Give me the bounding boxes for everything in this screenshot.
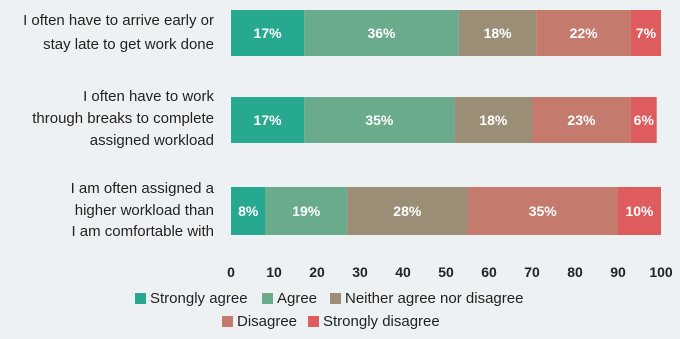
category-label: higher workload than: [75, 202, 214, 219]
data-label: 22%: [570, 25, 599, 41]
category-labels: I often have to arrive early or stay late…: [23, 12, 215, 240]
legend-label: Strongly disagree: [323, 313, 440, 330]
x-tick-label: 50: [438, 264, 454, 280]
bar-segment: [536, 10, 631, 56]
category-label: I am often assigned a: [71, 180, 215, 197]
bar-segment: [265, 187, 348, 235]
x-tick-label: 60: [481, 264, 497, 280]
x-tick-label: 70: [524, 264, 540, 280]
data-label: 17%: [254, 25, 283, 41]
legend-swatch: [262, 293, 273, 304]
x-tick-label: 80: [567, 264, 583, 280]
data-label: 18%: [479, 112, 508, 128]
x-tick-label: 20: [309, 264, 325, 280]
data-label: 35%: [529, 203, 558, 219]
data-label: 7%: [636, 25, 657, 41]
legend-swatch: [330, 293, 341, 304]
bar-segment: [231, 97, 305, 143]
category-label: assigned workload: [90, 132, 214, 149]
data-label: 35%: [365, 112, 394, 128]
bar-segment: [304, 10, 459, 56]
data-label: 23%: [567, 112, 596, 128]
x-tick-label: 30: [352, 264, 368, 280]
x-tick-label: 10: [266, 264, 282, 280]
category-label: stay late to get work done: [43, 36, 214, 53]
bar-segment: [454, 97, 532, 143]
bar-segment: [231, 10, 305, 56]
legend-label: Agree: [277, 290, 317, 307]
category-label: through breaks to complete: [32, 110, 214, 127]
legend-label: Strongly agree: [150, 290, 248, 307]
category-label: I often have to work: [83, 88, 214, 105]
legend-swatch: [222, 316, 233, 327]
bar-segment: [347, 187, 468, 235]
data-label: 36%: [367, 25, 396, 41]
data-label: 6%: [634, 112, 655, 128]
bar-segment: [618, 187, 661, 235]
x-tick-label: 0: [227, 264, 235, 280]
x-axis-ticks: 0 10 20 30 40 50 60 70 80 90 100: [227, 264, 673, 280]
data-label: 18%: [484, 25, 513, 41]
data-label: 28%: [393, 203, 422, 219]
x-tick-label: 40: [395, 264, 411, 280]
bar-segment: [630, 10, 661, 56]
legend-label: Disagree: [237, 313, 297, 330]
legend: Strongly agree Agree Neither agree nor dis…: [135, 290, 523, 330]
x-tick-label: 100: [649, 264, 673, 280]
bar-segment: [467, 187, 618, 235]
bar-segment: [630, 97, 657, 143]
bar-segment: [231, 187, 266, 235]
data-label: 10%: [625, 203, 654, 219]
legend-swatch: [135, 293, 146, 304]
bar-segment: [458, 10, 537, 56]
category-label: I am comfortable with: [71, 223, 214, 240]
bar-segment: [304, 97, 455, 143]
x-tick-label: 90: [610, 264, 626, 280]
legend-label: Neither agree nor disagree: [345, 290, 523, 307]
data-label: 17%: [254, 112, 283, 128]
bar-segment: [532, 97, 631, 143]
legend-swatch: [308, 316, 319, 327]
data-label: 19%: [292, 203, 321, 219]
data-label: 8%: [238, 203, 259, 219]
bars: 17% 36% 18% 22% 7% 17% 35% 18% 23% 6% 8% 19% 28% 35% 1…: [231, 10, 661, 235]
category-label: I often have to arrive early or: [23, 12, 214, 29]
